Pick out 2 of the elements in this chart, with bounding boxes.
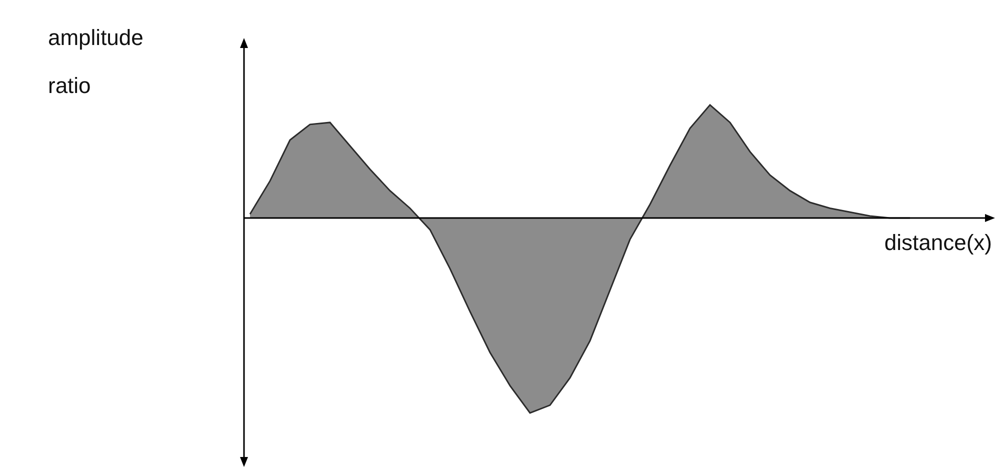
- y-axis-title: amplitude ratio: [48, 24, 144, 100]
- x-axis-title: distance(x): [884, 230, 992, 256]
